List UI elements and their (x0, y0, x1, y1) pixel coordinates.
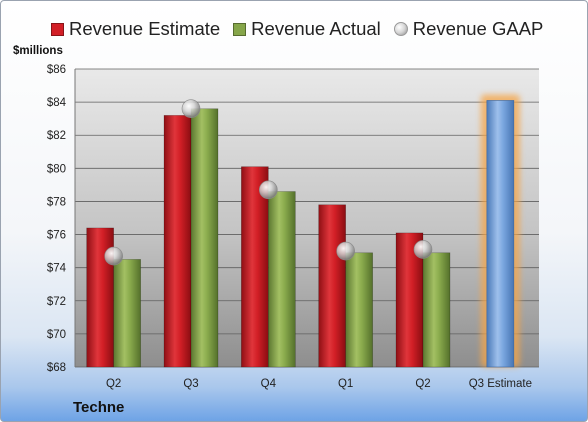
bars (86, 94, 520, 368)
point-revenue-gaap (259, 180, 278, 200)
bar-revenue-actual (190, 108, 219, 368)
legend-item-estimate: Revenue Estimate (51, 18, 220, 40)
legend-swatch-actual (233, 22, 247, 36)
company-name: Techne (73, 399, 125, 416)
y-tick-label: $68 (47, 362, 66, 374)
point-revenue-gaap (413, 240, 433, 259)
point-revenue-gaap (336, 241, 355, 261)
y-tick-label: $82 (47, 130, 66, 142)
y-tick-label: $74 (47, 263, 67, 275)
legend-item-gaap: Revenue GAAP (393, 18, 544, 40)
x-tick-label: Q3 Estimate (469, 378, 532, 390)
point-revenue-gaap (104, 246, 123, 266)
y-tick-label: $86 (47, 64, 66, 76)
point-revenue-gaap (181, 99, 201, 119)
x-axis: Q2 Q3 Q4 Q1 Q2 Q3 Estimate (106, 378, 532, 390)
bar-revenue-actual (345, 252, 373, 368)
x-tick-label: Q2 (415, 378, 430, 390)
legend-label-estimate: Revenue Estimate (69, 18, 221, 39)
bar-revenue-actual (422, 252, 451, 368)
x-tick-label: Q4 (261, 378, 277, 390)
bar-revenue-estimate (163, 115, 192, 368)
bar-revenue-estimate (318, 204, 346, 368)
y-tick-label: $78 (47, 196, 66, 208)
y-axis: $68 $70 $72 $74 $76 $78 $80 $82 $84 $86 (47, 64, 67, 374)
legend: Revenue Estimate Revenue Actual Revenue … (51, 17, 556, 41)
y-tick-label: $70 (47, 329, 66, 341)
legend-label-gaap: Revenue GAAP (412, 18, 544, 39)
y-tick-label: $80 (47, 163, 66, 175)
legend-swatch-gaap (393, 22, 408, 36)
x-tick-label: Q3 (183, 378, 198, 390)
bar-revenue-estimate (241, 166, 269, 368)
bar-revenue-actual (268, 191, 296, 368)
legend-item-actual: Revenue Actual (233, 18, 381, 40)
legend-label-actual: Revenue Actual (251, 18, 381, 39)
y-tick-label: $76 (47, 230, 66, 242)
y-unit-label: $millions (13, 45, 63, 57)
x-tick-label: Q2 (106, 378, 121, 390)
y-tick-label: $72 (47, 296, 66, 308)
y-tick-label: $84 (47, 97, 67, 109)
bar-q3-estimate (486, 100, 515, 368)
legend-swatch-estimate (51, 22, 64, 36)
gridlines (74, 68, 539, 368)
x-tick-label: Q1 (338, 378, 353, 390)
plot-area (75, 69, 539, 367)
bar-revenue-actual (113, 259, 141, 368)
